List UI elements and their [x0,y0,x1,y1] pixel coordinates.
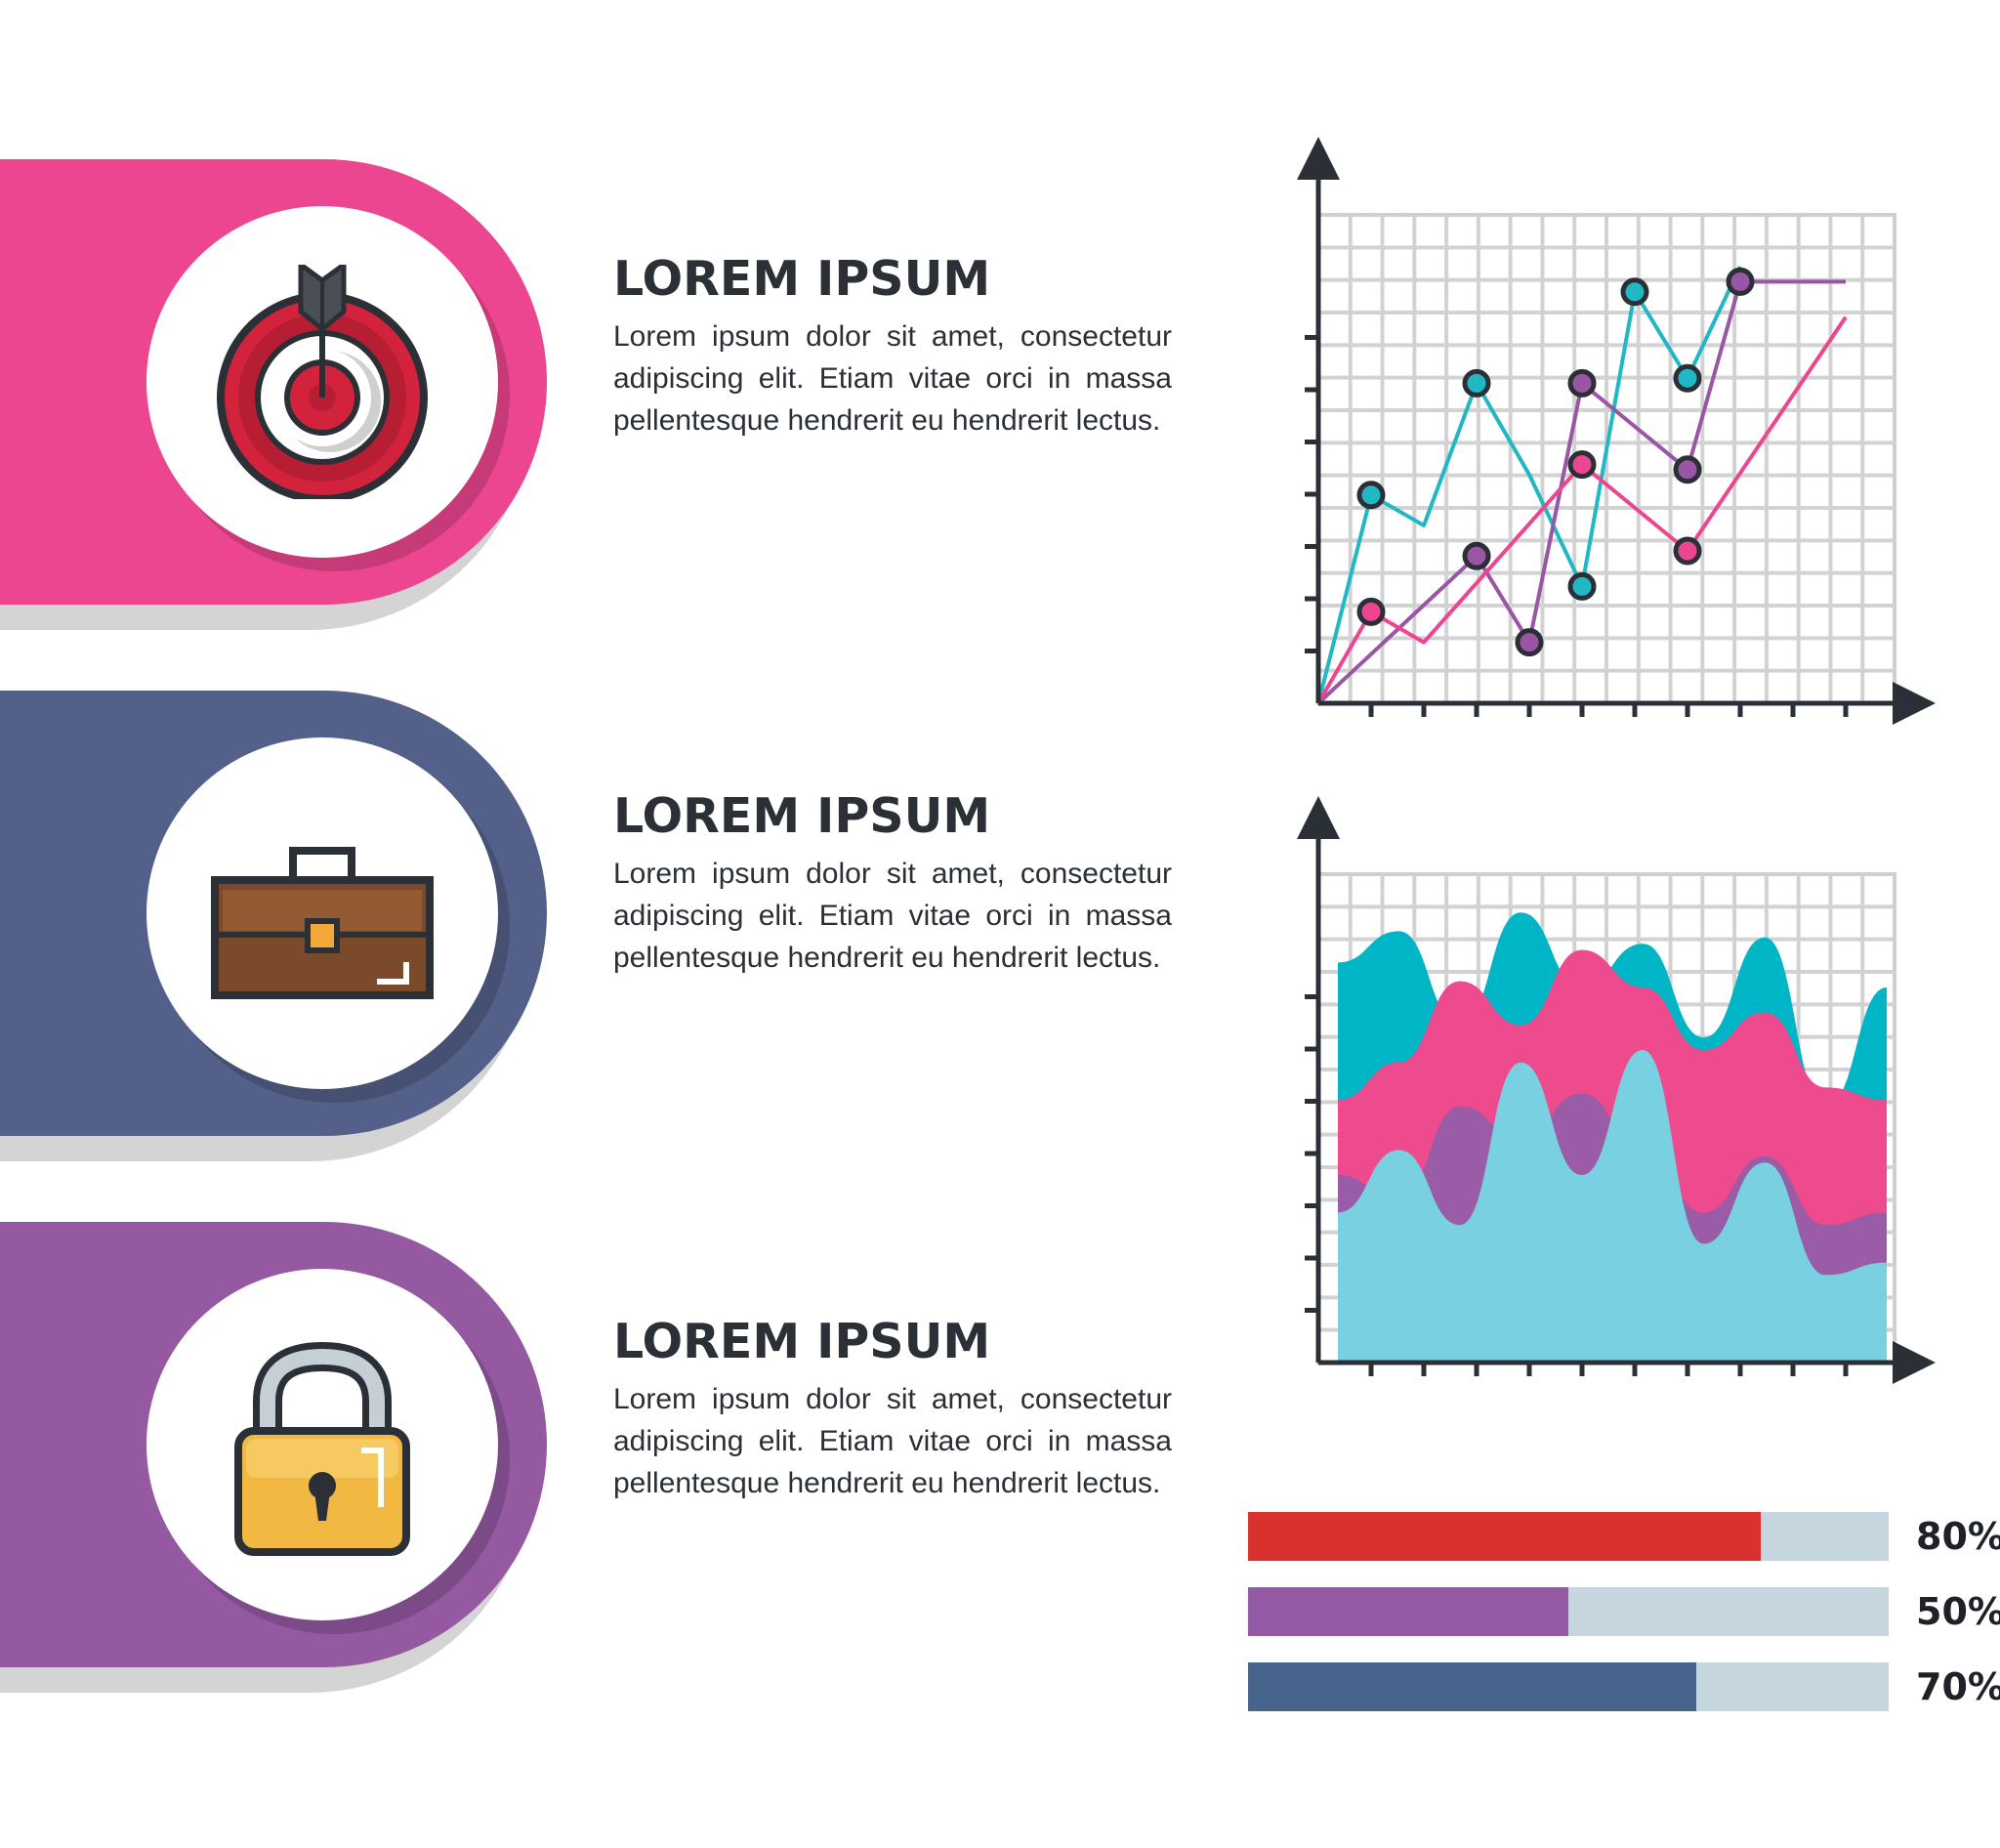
progress-bar-row: 70% [1248,1662,2000,1713]
section-2-body: Lorem ipsum dolor sit amet, consectetur … [613,858,1172,974]
data-point [1356,597,1386,626]
data-point [1356,481,1386,510]
data-point [1567,368,1597,398]
data-point [1673,363,1702,393]
progress-label: 80% [1916,1515,2000,1558]
section-1-title: LOREM IPSUM [613,251,991,307]
y-axis-arrow [1297,137,1340,180]
x-axis-arrow [1893,682,1936,725]
section-3: LOREM IPSUM Lorem ipsum dolor sit amet, … [0,1222,2000,1769]
target-icon [217,265,428,499]
section-3-title: LOREM IPSUM [613,1314,991,1369]
y-axis-arrow [1297,796,1340,839]
section-2-title: LOREM IPSUM [613,788,991,844]
data-point [1726,267,1755,296]
x-axis-arrow [1893,1341,1936,1384]
data-point [1567,571,1597,601]
line-chart [1297,137,1936,725]
data-point [1462,368,1491,398]
progress-track [1248,1662,1889,1711]
data-point [1462,541,1491,570]
section-1-icon-circle [146,206,498,558]
progress-bar-row: 80% [1248,1512,2000,1563]
series-line [1316,315,1848,704]
series-line [1316,265,1742,704]
section-2: LOREM IPSUM Lorem ipsum dolor sit amet, … [0,691,2000,1238]
progress-bar-row: 50% [1248,1587,2000,1638]
area-series [1338,1050,1887,1363]
section-3-body: Lorem ipsum dolor sit amet, consectetur … [613,1383,1172,1499]
data-point [1673,536,1702,566]
data-point [1567,450,1597,480]
progress-track [1248,1587,1889,1636]
progress-fill [1248,1662,1697,1711]
data-point [1620,277,1649,307]
progress-bars: 80% 50% 70% [1248,1512,2000,1756]
briefcase-icon [211,847,434,999]
progress-fill [1248,1587,1568,1636]
progress-label: 70% [1916,1665,2000,1708]
section-1-body: Lorem ipsum dolor sit amet, consectetur … [613,320,1172,437]
data-point [1515,628,1544,657]
padlock-icon [234,1341,410,1556]
data-point [1673,455,1702,484]
progress-track [1248,1512,1889,1561]
area-chart [1297,796,1936,1384]
progress-fill [1248,1512,1761,1561]
progress-label: 50% [1916,1590,2000,1633]
section-2-icon-circle [146,737,498,1089]
section-3-icon-circle [146,1269,498,1620]
section-1: LOREM IPSUM Lorem ipsum dolor sit amet, … [0,159,2000,706]
